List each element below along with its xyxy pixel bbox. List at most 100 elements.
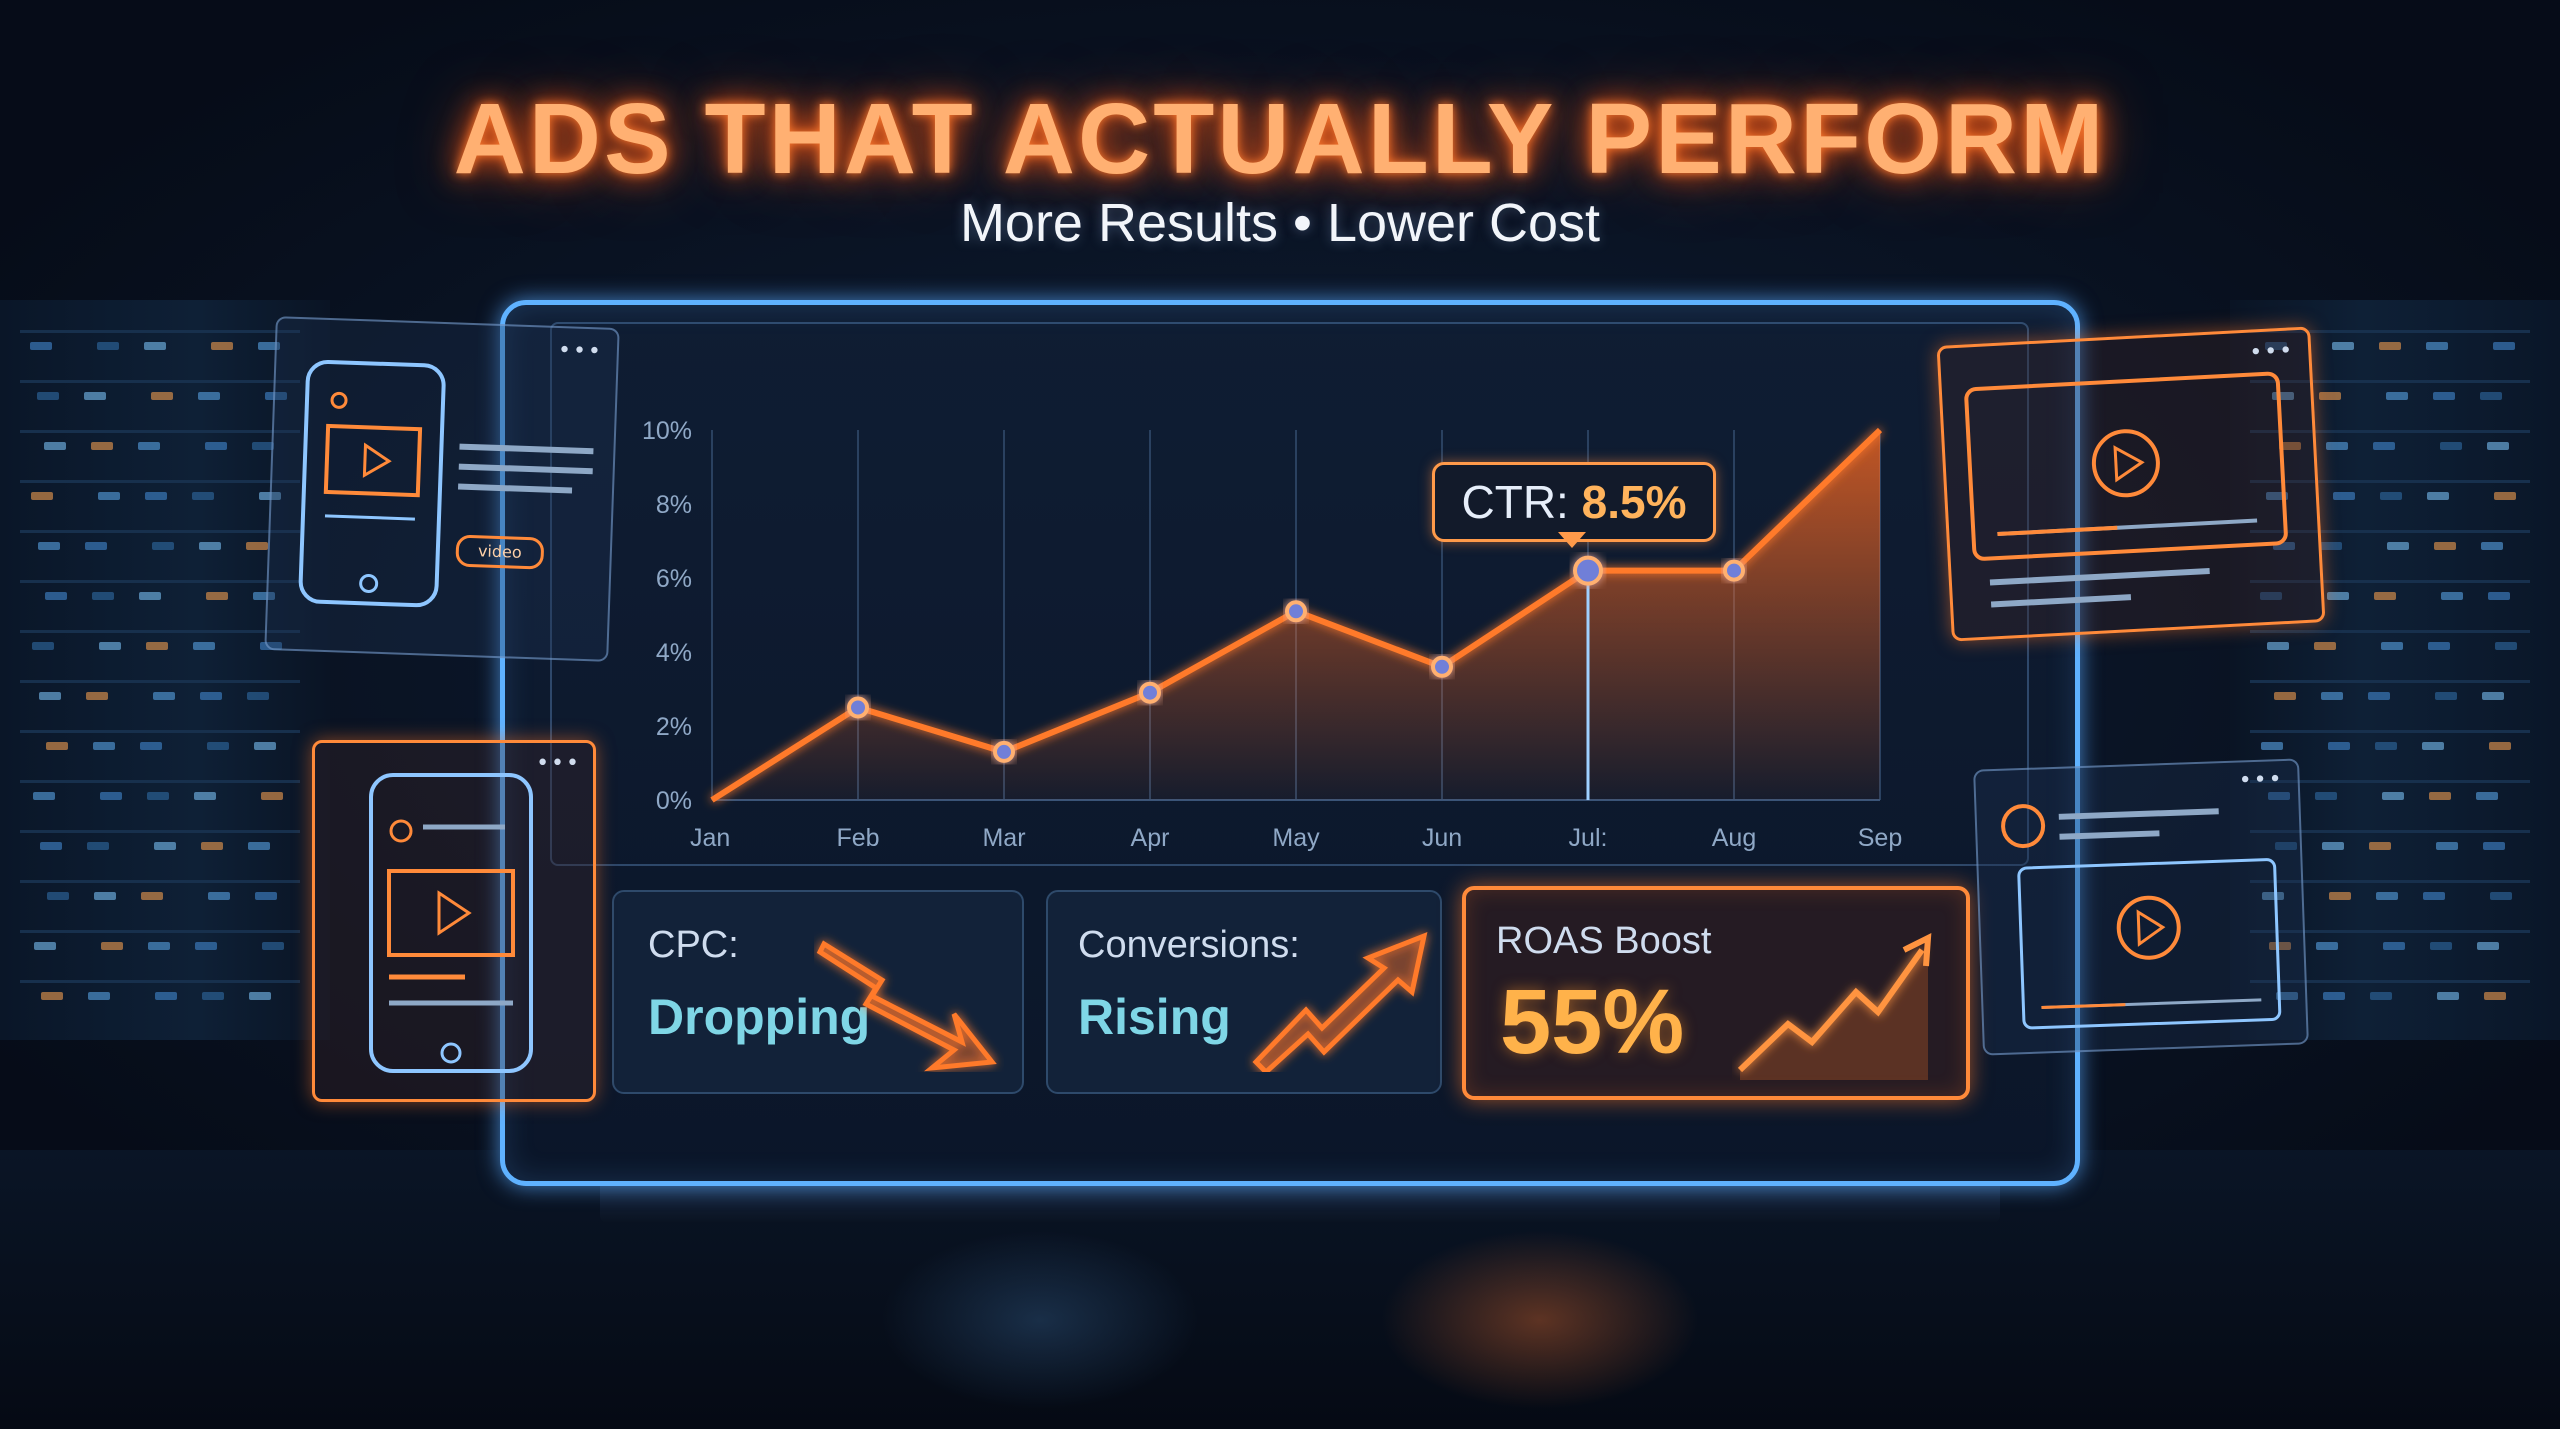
subheadline: More Results • Lower Cost <box>959 193 1601 253</box>
rack-led <box>47 892 69 900</box>
rack-led <box>2373 442 2395 450</box>
rack-led <box>2440 442 2462 450</box>
rack-led <box>252 442 274 450</box>
rack-led <box>140 742 162 750</box>
ad-panel-phone-video[interactable]: ••• video <box>264 316 620 662</box>
rack-led <box>200 692 222 700</box>
ad-panel-phone-vertical[interactable]: ••• <box>312 740 596 1102</box>
rack-led <box>94 892 116 900</box>
x-tick-label: Sep <box>1858 824 1902 852</box>
rack-shelf <box>20 330 300 333</box>
y-tick-label: 4% <box>656 639 692 667</box>
rack-led <box>248 842 270 850</box>
rack-led <box>2273 542 2295 550</box>
rack-led <box>88 992 110 1000</box>
x-tick-label: Aug <box>1712 824 1756 852</box>
rack-led <box>2495 642 2517 650</box>
rack-led <box>2266 492 2288 500</box>
rack-led <box>2368 692 2390 700</box>
rack-led <box>144 342 166 350</box>
rack-led <box>2489 742 2511 750</box>
rack-led <box>2422 742 2444 750</box>
rack-led <box>253 592 275 600</box>
rack-led <box>2488 592 2510 600</box>
rack-led <box>2276 992 2298 1000</box>
rack-led <box>2269 942 2291 950</box>
rack-led <box>2316 942 2338 950</box>
data-point <box>993 740 1015 763</box>
rack-led <box>2436 842 2458 850</box>
rack-led <box>2376 892 2398 900</box>
rack-shelf <box>2250 580 2530 583</box>
x-tick-label: Mar <box>982 824 1025 852</box>
y-tick-label: 10% <box>642 417 692 445</box>
rack-shelf <box>2250 830 2530 833</box>
rack-led <box>2387 542 2409 550</box>
rack-led <box>40 842 62 850</box>
y-tick-label: 8% <box>656 491 692 519</box>
rack-led <box>86 692 108 700</box>
rack-led <box>247 692 269 700</box>
menu-dots-icon[interactable]: ••• <box>536 751 581 776</box>
conversions-value: Rising <box>1078 989 1231 1045</box>
rack-led <box>84 392 106 400</box>
rack-led <box>207 742 229 750</box>
server-rack-right <box>2230 300 2560 1040</box>
rack-led <box>2433 392 2455 400</box>
rack-led <box>139 592 161 600</box>
trend-up-icon <box>1252 931 1428 1072</box>
server-rack-left <box>0 300 330 1040</box>
rack-led <box>2493 342 2515 350</box>
roas-growth-chart-icon <box>1737 932 1932 1080</box>
rack-led <box>100 792 122 800</box>
rack-led <box>2426 342 2448 350</box>
rack-shelf <box>20 580 300 583</box>
y-tick-label: 0% <box>656 787 692 815</box>
rack-led <box>2434 542 2456 550</box>
rack-led <box>155 992 177 1000</box>
rack-led <box>2326 442 2348 450</box>
y-axis-ticks: 0% 2% 4% 6% 8% 10% <box>642 417 692 815</box>
roas-card: ROAS Boost 55% <box>1462 886 1970 1100</box>
rack-shelf <box>20 980 300 983</box>
rack-shelf <box>20 380 300 383</box>
rack-led <box>2494 492 2516 500</box>
video-badge[interactable]: video <box>455 534 545 570</box>
rack-led <box>145 492 167 500</box>
rack-shelf <box>2250 980 2530 983</box>
data-point <box>847 696 869 719</box>
rack-led <box>259 492 281 500</box>
rack-led <box>262 942 284 950</box>
menu-dots-icon[interactable]: ••• <box>2248 338 2295 366</box>
rack-led <box>45 592 67 600</box>
rack-led <box>2490 892 2512 900</box>
rack-led <box>2477 942 2499 950</box>
rack-led <box>2320 542 2342 550</box>
x-tick-label: Feb <box>836 824 879 852</box>
ad-panel-video-player[interactable]: ••• <box>1936 326 2326 642</box>
rack-led <box>34 942 56 950</box>
rack-led <box>2328 742 2350 750</box>
ad-panel-video-post[interactable]: ••• <box>1973 758 2309 1056</box>
chart-area-frame <box>550 322 2029 866</box>
rack-led <box>260 642 282 650</box>
rack-led <box>2382 792 2404 800</box>
rack-led <box>2275 842 2297 850</box>
x-tick-label: Jul: <box>1569 824 1608 852</box>
rack-led <box>2428 642 2450 650</box>
rack-led <box>2481 542 2503 550</box>
y-tick-label: 2% <box>656 713 692 741</box>
rack-led <box>2267 642 2289 650</box>
rack-led <box>2327 592 2349 600</box>
x-tick-label: Apr <box>1131 824 1170 852</box>
x-tick-label: May <box>1272 824 1320 852</box>
rack-led <box>2482 692 2504 700</box>
rack-led <box>87 842 109 850</box>
rack-led <box>31 492 53 500</box>
rack-led <box>265 392 287 400</box>
menu-dots-icon[interactable]: ••• <box>557 337 604 365</box>
rack-led <box>41 992 63 1000</box>
rack-led <box>2315 792 2337 800</box>
rack-led <box>38 542 60 550</box>
rack-led <box>151 392 173 400</box>
